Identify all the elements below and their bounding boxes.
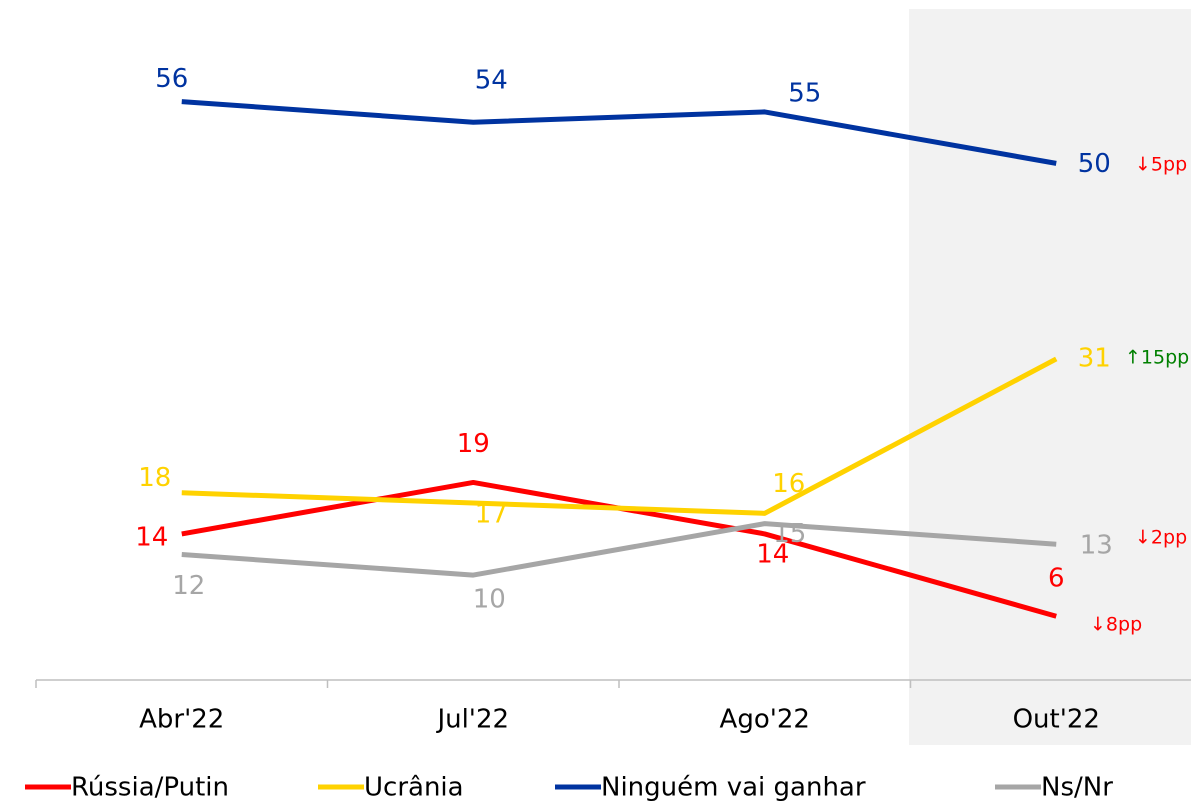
series-line [181,99,1057,166]
legend-label: Ninguém vai ganhar [601,773,866,803]
x-tick-label: Abr'22 [139,705,224,735]
legend-label: Rússia/Putin [71,773,229,803]
data-label: 18 [138,463,171,493]
x-tick-label: Jul'22 [435,705,509,735]
series-line [181,356,1058,516]
data-label: 12 [172,571,205,601]
annotation: ↑15pp [1125,347,1189,369]
data-label: 54 [475,66,508,96]
highlight-band [909,9,1191,745]
legend-label: Ns/Nr [1041,773,1113,803]
data-label: 15 [773,519,806,549]
legend-label: Ucrânia [364,773,464,803]
data-label: 14 [135,522,168,552]
data-label: 50 [1078,149,1111,179]
data-label: 31 [1078,343,1111,373]
x-tick-label: Ago'22 [720,705,810,735]
data-label: 56 [155,64,188,94]
data-label: 13 [1080,531,1113,561]
annotation: ↓2pp [1135,527,1187,549]
data-label: 55 [788,78,821,108]
x-tick-label: Out'22 [1013,705,1100,735]
annotation: ↓8pp [1090,614,1142,636]
data-label: 19 [457,429,490,459]
data-label: 6 [1048,564,1065,594]
data-label: 10 [473,585,506,615]
series-line [181,521,1057,578]
data-label: 17 [475,500,508,530]
data-label: 16 [772,469,805,499]
data-label: 14 [756,539,789,569]
annotation: ↓5pp [1135,154,1187,176]
